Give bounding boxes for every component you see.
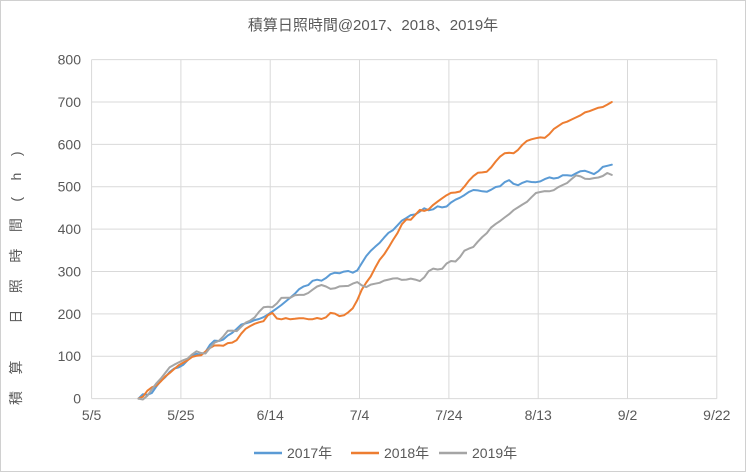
svg-text:300: 300 [58, 263, 82, 279]
svg-text:9/2: 9/2 [618, 407, 638, 423]
svg-text:200: 200 [58, 306, 82, 322]
svg-text:6/14: 6/14 [257, 407, 284, 423]
svg-text:500: 500 [58, 179, 82, 195]
svg-text:100: 100 [58, 348, 82, 364]
svg-text:7/24: 7/24 [435, 407, 462, 423]
svg-text:2018年: 2018年 [384, 445, 429, 461]
svg-text:8/13: 8/13 [525, 407, 552, 423]
svg-text:2019年: 2019年 [472, 445, 517, 461]
svg-text:5/25: 5/25 [167, 407, 194, 423]
svg-text:600: 600 [58, 136, 82, 152]
svg-text:7/4: 7/4 [350, 407, 370, 423]
svg-text:9/22: 9/22 [703, 407, 730, 423]
svg-text:800: 800 [58, 52, 82, 68]
svg-text:700: 700 [58, 94, 82, 110]
svg-text:積算 日照時間(h): 積算 日照時間(h) [8, 135, 24, 405]
svg-text:0: 0 [73, 391, 81, 407]
svg-text:5/5: 5/5 [82, 407, 102, 423]
svg-text:2017年: 2017年 [287, 445, 332, 461]
svg-text:400: 400 [58, 221, 82, 237]
